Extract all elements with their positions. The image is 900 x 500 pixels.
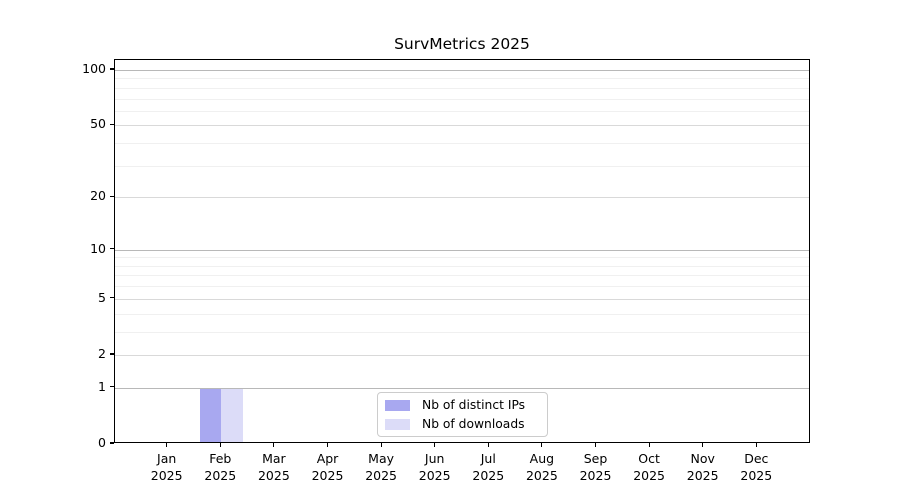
y-tick-mark xyxy=(110,123,114,125)
x-tick-mark xyxy=(273,443,275,447)
x-tick-mark xyxy=(326,443,329,447)
gridline-major xyxy=(115,125,809,127)
y-tick-mark xyxy=(110,68,114,70)
chart-title: SurvMetrics 2025 xyxy=(394,35,530,53)
x-tick-label-month: Apr xyxy=(316,451,339,466)
x-tick-label-month: Nov xyxy=(690,451,715,466)
x-tick-label: Dec 2025 xyxy=(721,450,791,484)
x-tick-mark xyxy=(648,443,650,447)
x-tick-mark xyxy=(594,443,597,447)
x-tick-label: Oct 2025 xyxy=(614,450,684,484)
x-tick-label-year: 2025 xyxy=(418,468,451,483)
gridline-minor xyxy=(115,257,809,259)
gridline-major xyxy=(115,197,809,199)
x-tick-label: Jul 2025 xyxy=(453,450,523,484)
y-tick-mark xyxy=(110,353,114,355)
x-tick-label: May 2025 xyxy=(346,450,416,484)
legend-swatch-distinct-ips xyxy=(385,399,410,411)
x-tick-label-month: Mar xyxy=(262,451,286,466)
x-tick-label-month: Feb xyxy=(209,451,232,466)
x-tick-label-month: May xyxy=(368,451,395,466)
x-tick-label-month: Jul xyxy=(480,451,496,466)
y-tick-label: 2 xyxy=(98,345,106,361)
gridline-minor xyxy=(115,313,809,315)
gridline-major xyxy=(115,354,809,356)
gridline-minor xyxy=(115,143,809,145)
x-tick-label-month: Jun xyxy=(424,451,445,466)
legend-label-downloads: Nb of downloads xyxy=(422,416,525,431)
y-tick-label: 50 xyxy=(90,116,106,132)
gridline-minor xyxy=(115,87,809,89)
bar-downloads xyxy=(221,388,243,442)
gridline-minor xyxy=(115,165,809,167)
x-tick-mark xyxy=(219,443,221,447)
x-tick-label: Aug 2025 xyxy=(507,450,577,484)
x-tick-label: Jan 2025 xyxy=(132,450,202,484)
x-tick-label-month: Oct xyxy=(638,451,660,466)
y-tick-label: 100 xyxy=(82,61,106,76)
legend-swatch-downloads xyxy=(385,418,410,430)
gridline-major xyxy=(115,298,809,300)
y-tick-mark xyxy=(110,386,114,388)
legend-item-distinct-ips: Nb of distinct IPs xyxy=(385,398,540,413)
gridline-minor xyxy=(115,275,809,277)
x-tick-label-year: 2025 xyxy=(150,468,183,483)
gridline-major xyxy=(115,70,809,71)
x-tick-label: Mar 2025 xyxy=(239,450,309,484)
x-tick-mark xyxy=(380,443,382,447)
x-tick-label-month: Jan xyxy=(157,451,177,466)
x-tick-label-month: Sep xyxy=(583,451,608,466)
y-tick-mark xyxy=(110,195,114,197)
y-tick-label: 5 xyxy=(98,289,106,305)
x-tick-label-year: 2025 xyxy=(472,468,505,483)
legend: Nb of distinct IPs Nb of downloads xyxy=(377,392,548,437)
y-tick-mark xyxy=(110,442,114,444)
legend-label-distinct-ips: Nb of distinct IPs xyxy=(422,397,526,412)
x-tick-label: Jun 2025 xyxy=(400,450,470,484)
gridline-major xyxy=(115,387,809,389)
legend-item-downloads: Nb of downloads xyxy=(385,417,540,432)
x-tick-mark xyxy=(434,443,436,447)
gridline-major xyxy=(115,249,809,251)
y-tick-mark xyxy=(110,248,114,250)
gridline-minor xyxy=(115,265,809,267)
plot-area xyxy=(114,59,810,443)
x-tick-label-month: Dec xyxy=(744,451,769,466)
x-tick-label-year: 2025 xyxy=(204,468,237,483)
x-tick-label-year: 2025 xyxy=(740,468,773,483)
x-tick-label: Apr 2025 xyxy=(293,450,363,484)
x-tick-label-month: Aug xyxy=(529,451,555,466)
y-tick-label: 0 xyxy=(98,435,106,450)
y-tick-label: 20 xyxy=(90,188,106,204)
x-tick-label-year: 2025 xyxy=(525,468,558,483)
gridline-minor xyxy=(115,98,809,100)
y-tick-label: 1 xyxy=(98,378,106,394)
x-tick-label: Nov 2025 xyxy=(668,450,738,484)
gridline-minor xyxy=(115,286,809,288)
x-tick-label-year: 2025 xyxy=(311,468,344,483)
x-tick-label-year: 2025 xyxy=(257,468,290,483)
x-tick-mark xyxy=(487,443,489,447)
gridline-minor xyxy=(115,110,809,112)
x-tick-label-year: 2025 xyxy=(365,468,397,483)
x-tick-label: Sep 2025 xyxy=(561,450,631,484)
x-tick-label-year: 2025 xyxy=(686,468,719,483)
gridline-minor xyxy=(115,331,809,333)
x-tick-mark xyxy=(755,443,757,447)
y-tick-label: 10 xyxy=(90,240,106,256)
x-tick-label: Feb 2025 xyxy=(185,450,255,484)
x-tick-label-year: 2025 xyxy=(633,468,665,483)
y-tick-mark xyxy=(110,297,114,299)
gridline-minor xyxy=(115,78,809,80)
x-tick-mark xyxy=(166,443,168,447)
bar-distinct-ips xyxy=(199,388,222,442)
x-tick-label-year: 2025 xyxy=(579,468,612,483)
x-tick-mark xyxy=(541,443,543,447)
x-tick-mark xyxy=(702,443,704,447)
